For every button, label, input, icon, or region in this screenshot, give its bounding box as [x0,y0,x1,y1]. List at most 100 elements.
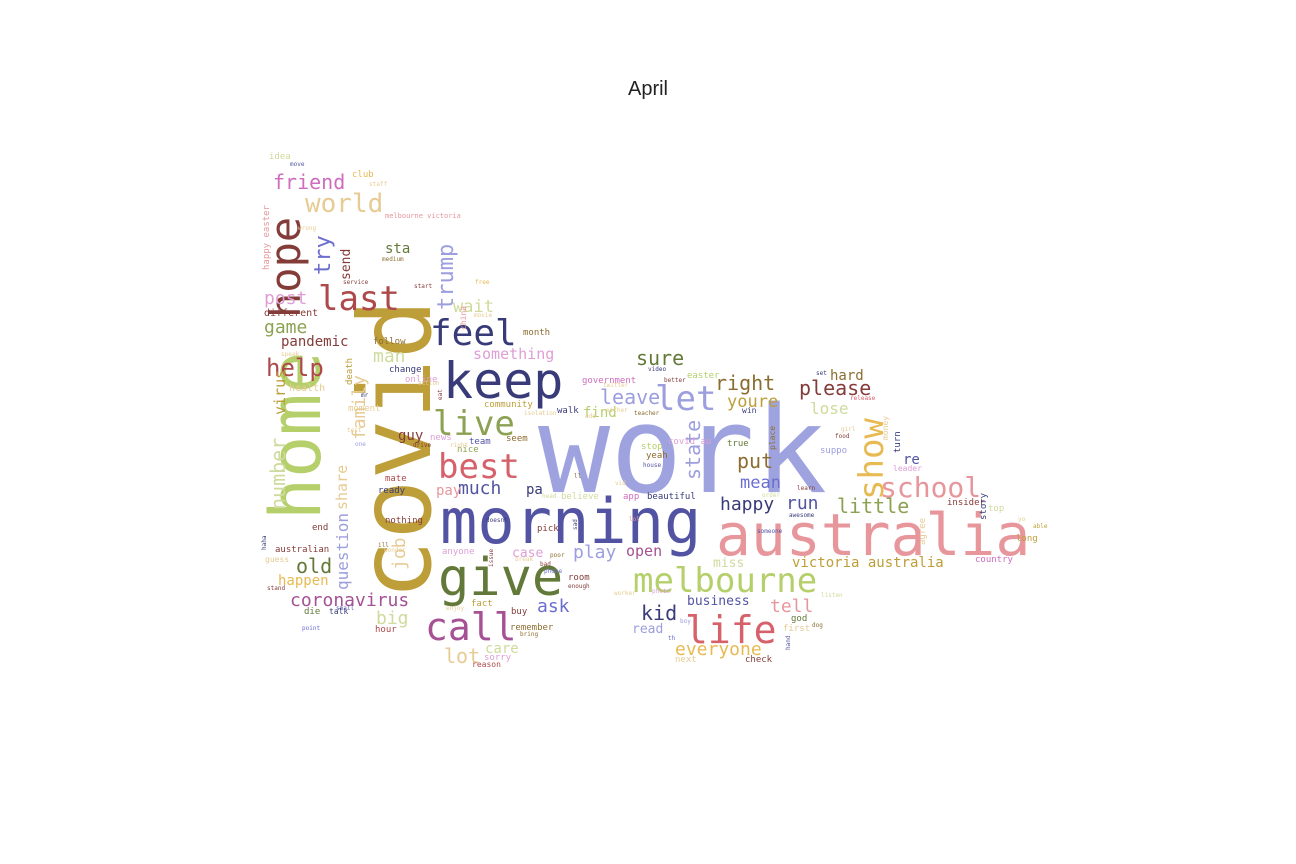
cloud-word: doesnt [486,517,508,524]
cloud-word: lose [810,399,849,418]
cloud-word: move [290,161,305,168]
cloud-word: different [264,308,318,319]
cloud-word: isolation [524,410,557,417]
cloud-word: world [305,189,383,219]
cloud-word: coronavirus [290,590,409,611]
cloud-word: change [389,365,422,375]
cloud-word: send [339,249,354,280]
cloud-word: try [311,235,336,275]
cloud-word: issue [488,549,495,567]
cloud-word: enjoy [446,605,464,612]
cloud-word: give [438,548,563,608]
cloud-word: talk [329,607,348,616]
cloud-word: listen [821,592,843,599]
cloud-word: melbourne [633,561,817,601]
cloud-word: news [430,433,452,443]
cloud-word: money [881,416,890,440]
cloud-word: true [727,439,749,449]
cloud-word: wrong [298,225,316,232]
cloud-word: first [783,624,810,634]
cloud-word: remember [510,623,554,633]
cloud-word: pa [526,482,543,498]
cloud-word: moment [348,404,381,414]
cloud-word: staff [369,181,387,188]
cloud-word: service [343,279,369,286]
cloud-word: let [655,379,716,419]
cloud-word: help [266,354,324,382]
cloud-word: start [414,283,432,290]
cloud-word: test [347,427,362,434]
cloud-word: win [742,406,757,415]
cloud-word: hope [261,217,310,318]
cloud-word: run [786,493,819,514]
cloud-word: community [484,400,533,410]
cloud-word: pick [537,524,559,534]
cloud-word: story [979,492,989,520]
cloud-word: place [768,426,777,450]
cloud-word: state [681,420,705,480]
cloud-word: number [266,438,290,510]
cloud-word: lol [629,516,640,523]
cloud-word: friend [273,170,345,194]
cloud-word: suppo [820,446,847,456]
cloud-word: god [791,614,807,624]
cloud-word: mate [385,474,407,484]
cloud-word: open [626,542,662,560]
cloud-word: able [1033,523,1048,530]
cloud-word: fact [471,599,493,609]
cloud-word: add [585,413,596,420]
cloud-word: believe [561,492,599,502]
cloud-word: death [345,358,355,385]
cloud-word: china [459,306,468,330]
cloud-word: better [664,377,686,384]
cloud-word: team [469,437,491,447]
cloud-word: home [255,351,337,520]
cloud-word: long [1016,534,1038,544]
cloud-word: buy [511,607,528,617]
cloud-word: learn [797,485,815,492]
cloud-word: yeah [646,451,668,461]
cloud-word: country [975,555,1014,565]
cloud-word: phone [544,568,562,575]
cloud-word: worker [614,590,636,597]
cloud-word: video [648,366,666,373]
cloud-word: month [523,328,550,338]
cloud-word: small [336,605,354,612]
cloud-word: game [264,317,307,338]
cloud-word: check [745,655,773,665]
cloud-word: teacher [634,410,660,417]
cloud-word: everyone [675,639,762,660]
cloud-word: pay [436,483,461,499]
cloud-word: please [799,376,871,400]
cloud-word: government [582,376,636,386]
cloud-word: miss [713,556,744,571]
cloud-word: room [568,573,590,583]
cloud-word: pandemic [281,334,348,350]
cloud-word: boy [680,618,691,625]
cloud-word: follow [373,337,406,347]
cloud-word: lot [444,644,480,668]
cloud-word: set [816,370,827,377]
cloud-word: release [850,395,876,402]
cloud-word: eat [437,389,444,400]
cloud-word: photo [652,588,670,595]
cloud-word: twitter [603,382,629,389]
cloud-word: dog [812,622,823,629]
cloud-word: hand [785,635,792,650]
cloud-word: life [685,608,777,652]
cloud-word: someone [757,528,783,535]
cloud-word: melbourne victoria [385,212,461,220]
cloud-word: online [405,375,438,385]
cloud-word: bring [520,631,538,638]
cloud-word: beautiful [647,492,696,502]
cloud-word: man [373,346,406,367]
cloud-word: insider [947,498,986,508]
cloud-word: anyone [442,547,475,557]
cloud-word: app [623,492,639,502]
cloud-word: nothing [385,516,423,526]
cloud-word: leader [893,464,922,473]
cloud-word: australia [716,501,1030,569]
cloud-word: die [304,607,320,617]
cloud-word: old [296,554,332,578]
